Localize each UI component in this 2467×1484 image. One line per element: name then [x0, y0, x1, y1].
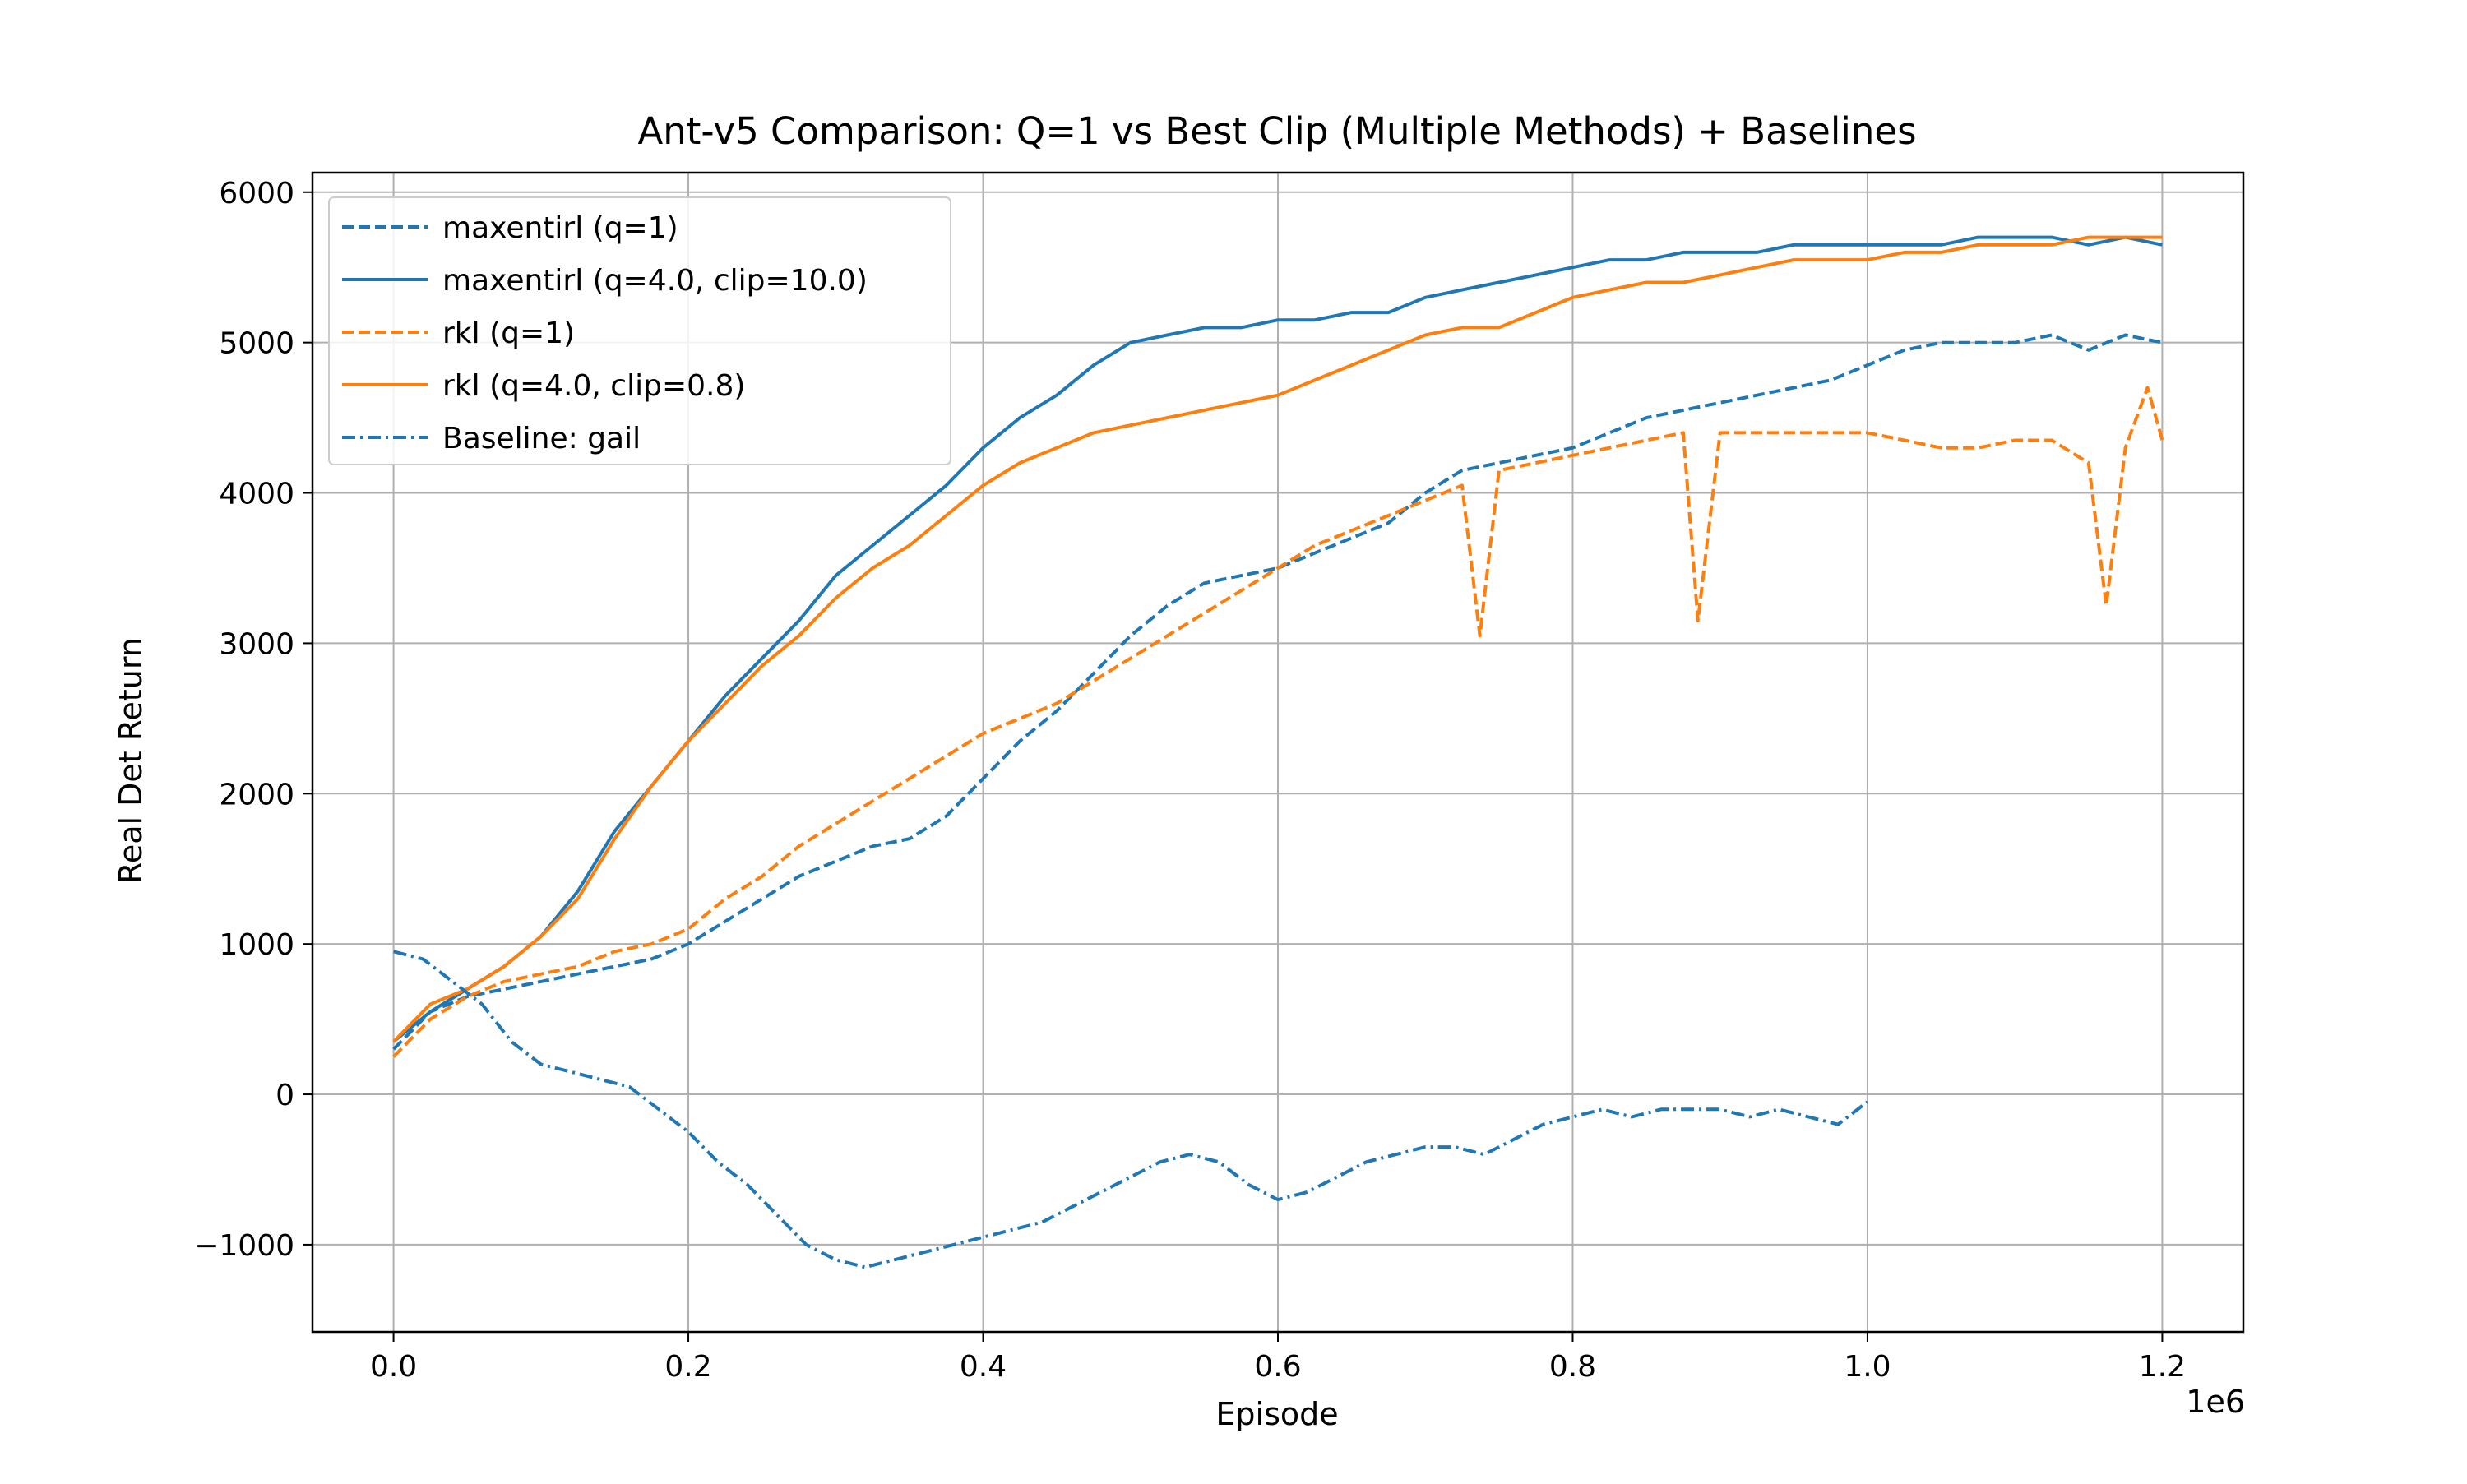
x-axis-offset-label: 1e6: [2186, 1384, 2245, 1420]
legend-box: [328, 196, 951, 465]
grid: [312, 173, 2243, 1332]
x-tick-label: 0.2: [664, 1350, 711, 1384]
x-tick-label: 0.6: [1254, 1350, 1301, 1384]
legend-label-3: rkl (q=4.0, clip=0.8): [442, 369, 745, 403]
x-tick-label: 1.2: [2139, 1350, 2186, 1384]
series-lines: [392, 235, 2164, 1269]
x-tick-label: 0.0: [370, 1350, 417, 1384]
y-tick-label: 5000: [219, 327, 294, 361]
legend: maxentirl (q=1) maxentirl (q=4.0, clip=10…: [328, 196, 951, 465]
axis-ticks: 0.0 0.2 0.4 0.6 0.8 1.0 1.2 −1000 0 1000 2000 3000 4…: [194, 177, 2186, 1384]
series-line-3: [392, 235, 2163, 1043]
y-tick-label: 2000: [219, 778, 294, 811]
y-tick-label: 0: [275, 1079, 294, 1112]
legend-label-4: Baseline: gail: [442, 422, 641, 455]
y-tick-label: −1000: [194, 1229, 294, 1263]
y-tick-label: 4000: [219, 478, 294, 511]
x-tick-label: 1.0: [1844, 1350, 1891, 1384]
legend-label-1: maxentirl (q=4.0, clip=10.0): [442, 264, 868, 298]
y-axis-label: Real Det Return: [113, 637, 149, 884]
series-line-4: [393, 950, 1869, 1269]
y-tick-label: 1000: [219, 928, 294, 962]
series-line-2: [392, 386, 2164, 1058]
y-tick-label: 3000: [219, 627, 294, 661]
x-tick-label: 0.8: [1549, 1350, 1596, 1384]
y-tick-label: 6000: [219, 177, 294, 210]
chart-title: Ant-v5 Comparison: Q=1 vs Best Clip (Mul…: [637, 109, 1916, 153]
series-line-0: [392, 333, 2163, 1051]
x-axis-label: Episode: [1215, 1396, 1338, 1432]
legend-label-0: maxentirl (q=1): [442, 211, 678, 245]
x-tick-label: 0.4: [960, 1350, 1007, 1384]
legend-label-2: rkl (q=1): [442, 317, 575, 350]
